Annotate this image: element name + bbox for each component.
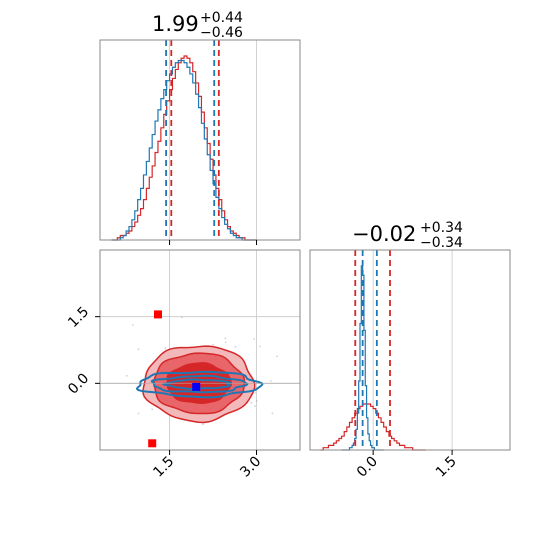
title-param-1-value: 1.99: [152, 12, 199, 36]
scatter-point: [212, 343, 215, 346]
scatter-point: [270, 380, 272, 382]
scatter-point: [224, 337, 227, 340]
blue-contour-0: [135, 370, 264, 399]
hist2-series-red: [320, 403, 426, 451]
hist1-frame: [99, 39, 301, 241]
histogram-param-2: 0.0 1.5: [309, 249, 511, 481]
red-marker-bottom: [148, 439, 157, 448]
scatter-point: [250, 401, 253, 404]
red-marker-top: [154, 310, 162, 319]
title-param-1-minus: −0.46: [200, 25, 243, 41]
scatter-point: [137, 348, 140, 351]
scatter-point: [254, 391, 257, 394]
scatter-2d-panel: 1.5 3.0 0.0 1.5: [65, 249, 301, 481]
scatter-point: [131, 324, 134, 326]
blue-contour-1: [150, 374, 249, 394]
scatter-xtick-label-0: 1.5: [150, 454, 177, 481]
scatter-point: [125, 374, 128, 377]
scatter-point: [234, 345, 237, 348]
scatter-point: [137, 412, 140, 415]
hist2-xtick-label-0: 0.0: [354, 454, 381, 481]
hist1-series-blue: [111, 59, 257, 241]
title-param-2-value: −0.02: [352, 222, 416, 246]
title-param-2-plus: +0.34: [420, 220, 463, 236]
blue-contour-2: [161, 378, 232, 390]
hist2-frame: [309, 249, 511, 451]
scatter-frame: [99, 249, 301, 451]
scatter-point: [254, 405, 256, 408]
scatter-point: [181, 316, 183, 319]
title-param-2: −0.02 +0.34 −0.34: [352, 220, 463, 251]
scatter-point: [255, 399, 258, 402]
scatter-point: [164, 347, 167, 350]
scatter-point: [271, 412, 274, 415]
scatter-point: [259, 345, 261, 348]
histogram-param-1: [99, 39, 301, 245]
title-param-1: 1.99 +0.44 −0.46: [152, 10, 243, 41]
hist2-xtick-label-1: 1.5: [433, 454, 460, 481]
scatter-xtick-label-1: 3.0: [237, 454, 264, 481]
blue-marker: [192, 382, 201, 391]
scatter-point: [276, 355, 278, 358]
scatter-ytick-label-0: 0.0: [65, 371, 92, 398]
scatter-point: [202, 423, 205, 426]
hist1-series-red: [111, 55, 257, 241]
scatter-point: [151, 408, 154, 411]
scatter-point: [253, 338, 256, 340]
scatter-point: [224, 341, 227, 344]
title-param-2-minus: −0.34: [420, 235, 463, 251]
title-param-1-plus: +0.44: [200, 10, 243, 26]
scatter-ytick-label-1: 1.5: [65, 304, 92, 331]
